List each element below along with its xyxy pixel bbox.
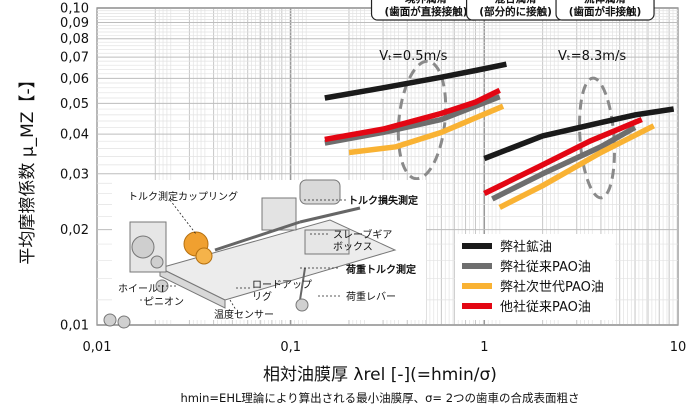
y-tick-label: 0,01	[60, 319, 89, 334]
regime-box	[555, 0, 655, 21]
y-tick-label: 0,09	[60, 16, 89, 31]
label-load-torque: 荷重トルク測定	[345, 263, 416, 276]
legend-label: 弊社従来PAO油	[500, 259, 591, 275]
regime-title: 境界潤滑	[405, 0, 447, 5]
regime-title: 流体潤滑	[584, 0, 626, 5]
speed-label: Vₜ=8.3m/s	[558, 49, 626, 64]
label-load-up-ring-2: リグ	[252, 290, 272, 303]
legend-label: 弊社次世代PAO油	[500, 279, 604, 295]
x-tick-label: 1	[480, 340, 488, 355]
inset-leader-lines	[140, 199, 346, 311]
label-pinion: ピニオン	[144, 296, 184, 308]
x-tick-label: 0,01	[83, 340, 112, 355]
series-line	[324, 61, 507, 101]
test-rig-drawing	[103, 179, 397, 329]
y-tick-label: 0,06	[60, 72, 89, 87]
label-sleeve-gearbox-1: スレーブギア	[333, 228, 392, 241]
x-tick-label: 10	[670, 340, 687, 355]
series-line	[348, 103, 505, 156]
y-tick-label: 0,10	[60, 2, 89, 17]
series-line	[324, 94, 501, 146]
y-tick-label: 0,05	[60, 97, 89, 112]
label-temp-sensor: 温度センサー	[214, 308, 274, 321]
label-torque-loss: トルク損失測定	[348, 194, 418, 207]
label-load-lever: 荷重レバー	[346, 290, 396, 303]
series-line	[498, 123, 656, 210]
y-tick-label: 0,04	[60, 128, 89, 143]
x-axis-title: 相対油膜厚 λrel [-](=hmin/σ)	[263, 365, 497, 385]
regime-subtitle: (歯面が直接接触)	[384, 5, 467, 18]
regime-title: 混合潤滑	[495, 0, 537, 5]
speed-label: Vₜ=0.5m/s	[379, 49, 447, 64]
y-tick-label: 0,02	[60, 223, 89, 238]
low-speed-ellipse	[396, 59, 448, 181]
legend-label: 弊社鉱油	[500, 239, 552, 255]
label-sleeve-gearbox-2: ボックス	[333, 241, 373, 253]
y-tick-label: 0,03	[60, 167, 89, 182]
legend-label: 他社従来PAO油	[500, 299, 591, 315]
y-tick-label: 0,07	[60, 51, 89, 66]
label-torque-coupling: トルク測定カップリング	[128, 190, 238, 203]
label-load-up-ring-1: ロードアップ	[252, 279, 312, 291]
series-line	[483, 116, 643, 196]
series-line	[491, 125, 637, 202]
footnote: hmin=EHL理論により算出される最小油膜厚、σ= 2つの歯車の合成表面粗さ	[180, 391, 579, 405]
label-wheel: ホイール I	[118, 283, 164, 295]
x-tick-label: 0,1	[280, 340, 301, 355]
regime-labels: 境界潤滑(歯面が直接接触) 混合潤滑(部分的に接触) 流体潤滑(歯面が非接触)	[370, 0, 655, 21]
y-tick-labels: 0,01 0,02 0,03 0,04 0,05 0,06 0,07 0,080,090,10	[60, 2, 89, 334]
regime-subtitle: (歯面が非接触)	[569, 5, 642, 18]
y-axis-title: 平均摩擦係数 μ_MZ【-】	[18, 71, 38, 264]
speed-labels: Vₜ=0.5m/s Vₜ=8.3m/s	[379, 49, 626, 64]
series-line	[324, 87, 501, 143]
series-lines	[324, 61, 675, 210]
series-line	[483, 106, 675, 162]
regime-subtitle: (部分的に接触)	[479, 5, 552, 18]
x-tick-labels: 0,01 0,1 1 10	[83, 340, 687, 355]
y-tick-label: 0,08	[60, 32, 89, 47]
test-rig-inset: トルク測定カップリング トルク損失測定 スレーブギア ボックス 荷重トルク測定 …	[103, 179, 426, 329]
